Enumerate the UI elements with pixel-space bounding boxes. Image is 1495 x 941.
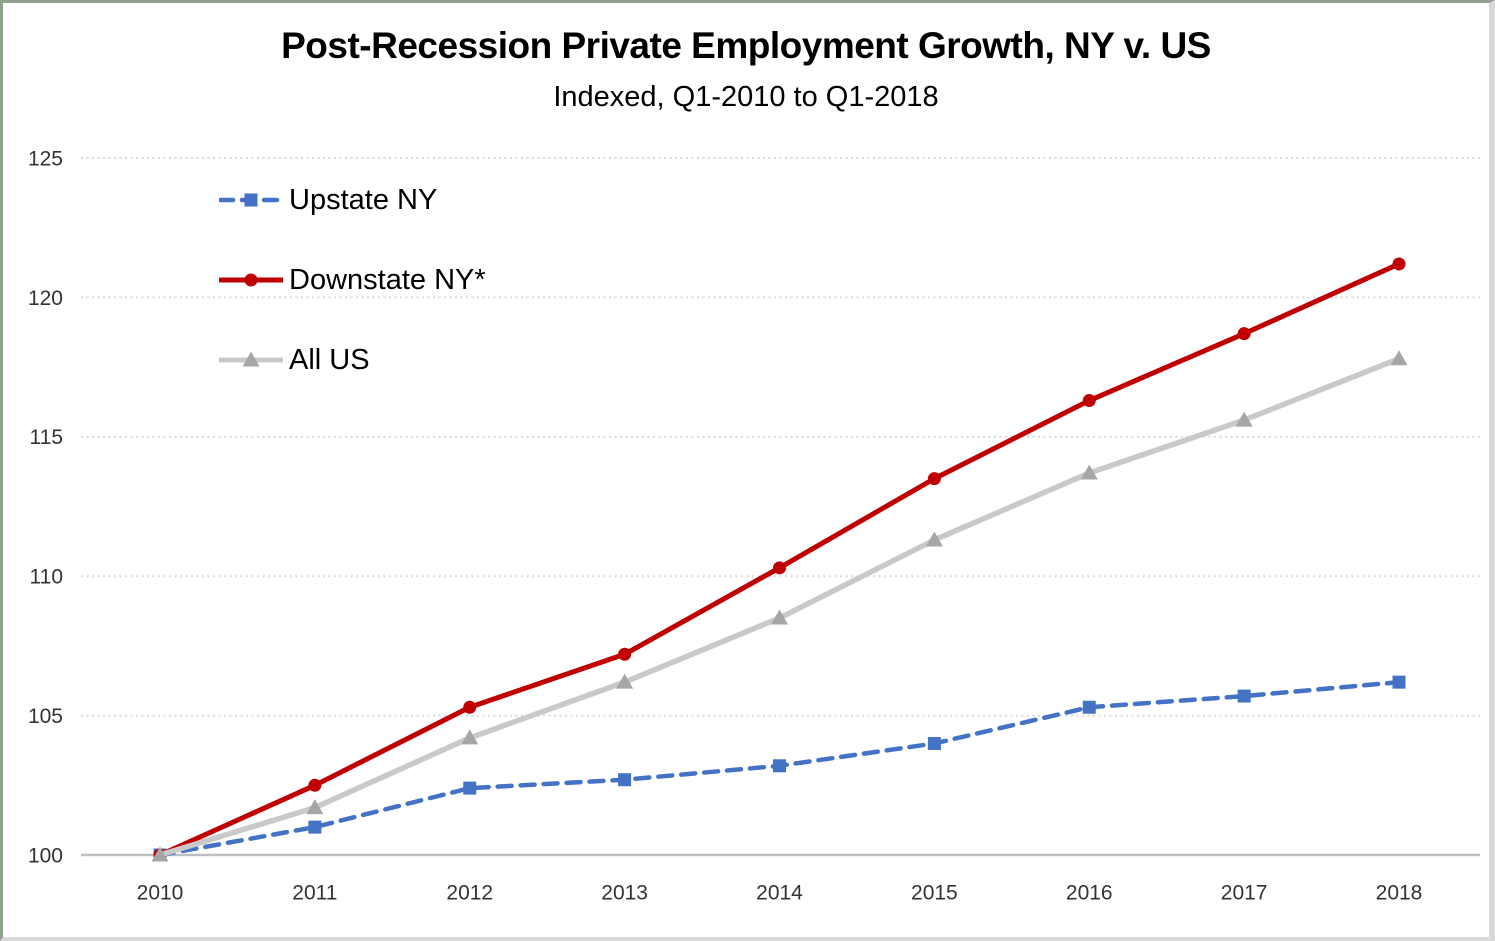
legend-swatch-svg [217,351,285,367]
legend-label-upstate-ny: Upstate NY [289,183,438,216]
triangle-marker-icon [771,609,788,625]
circle-marker-icon [618,647,632,661]
legend-label-all-us: All US [289,343,370,376]
legend-swatch-svg [217,273,285,287]
all-us-line-swatch-icon [217,349,285,371]
chart-title: Post-Recession Private Employment Growth… [281,25,1211,66]
legend-swatch-svg [217,193,285,207]
x-tick-label: 2012 [446,881,493,904]
triangle-marker-icon [306,799,324,815]
circle-marker-icon [773,561,786,575]
square-marker-icon [1392,675,1406,689]
series-all-us [151,350,1408,862]
legend-item-downstate-ny: Downstate NY* [217,240,486,320]
circle-marker-icon [244,273,258,287]
legend-item-all-us: All US [217,320,486,400]
square-marker-icon [244,193,258,207]
gridlines [81,157,1480,857]
square-marker-icon [1237,689,1251,703]
x-tick-label: 2017 [1221,881,1268,904]
legend-item-upstate-ny: Upstate NY [217,160,486,240]
square-marker-icon [927,736,941,750]
x-axis-labels: 2010 2011 2012 2013 2014 2015 2016 2017 2018 [137,881,1423,904]
y-tick-label: 105 [28,705,63,728]
x-tick-label: 2010 [137,881,184,904]
legend-label-downstate-ny: Downstate NY* [289,263,486,296]
series-line [157,355,1402,858]
square-marker-icon [618,773,632,787]
downstate-ny-line-swatch-icon [217,269,285,291]
x-tick-label: 2015 [911,881,958,904]
circle-marker-icon [308,778,322,792]
series-upstate-ny [153,675,1406,862]
upstate-ny-line-swatch-icon [217,189,285,211]
triangle-marker-icon [151,846,169,862]
circle-marker-icon [1082,394,1096,408]
y-axis-labels: 100 105 110 115 120 125 [28,147,63,867]
square-marker-icon [308,820,322,834]
y-tick-label: 100 [28,844,63,867]
x-tick-label: 2018 [1376,881,1423,904]
x-tick-label: 2016 [1066,881,1113,904]
y-tick-label: 120 [28,287,63,310]
circle-marker-icon [927,472,941,486]
triangle-marker-icon [1235,411,1253,427]
x-tick-label: 2013 [601,881,648,904]
y-tick-label: 115 [30,426,63,449]
legend: Upstate NY Downstate NY* All US [217,160,486,400]
circle-marker-icon [463,700,477,714]
circle-marker-icon [1237,327,1251,341]
x-tick-label: 2011 [292,881,337,904]
triangle-marker-icon [925,531,943,547]
square-marker-icon [463,781,477,795]
square-marker-icon [1082,700,1096,714]
triangle-marker-icon [1080,464,1098,480]
square-marker-icon [773,759,786,773]
chart-subtitle: Indexed, Q1-2010 to Q1-2018 [553,81,939,113]
y-tick-label: 125 [28,147,63,170]
triangle-marker-icon [461,729,479,745]
circle-marker-icon [1392,257,1406,271]
triangle-marker-icon [1390,350,1408,366]
triangle-marker-icon [616,673,634,689]
triangle-marker-icon [242,351,260,367]
x-tick-label: 2014 [756,881,803,904]
plot-area: 100 105 110 115 120 125 2010 2011 2012 2013 2014 20… [3,3,1489,937]
y-tick-label: 110 [30,566,63,589]
